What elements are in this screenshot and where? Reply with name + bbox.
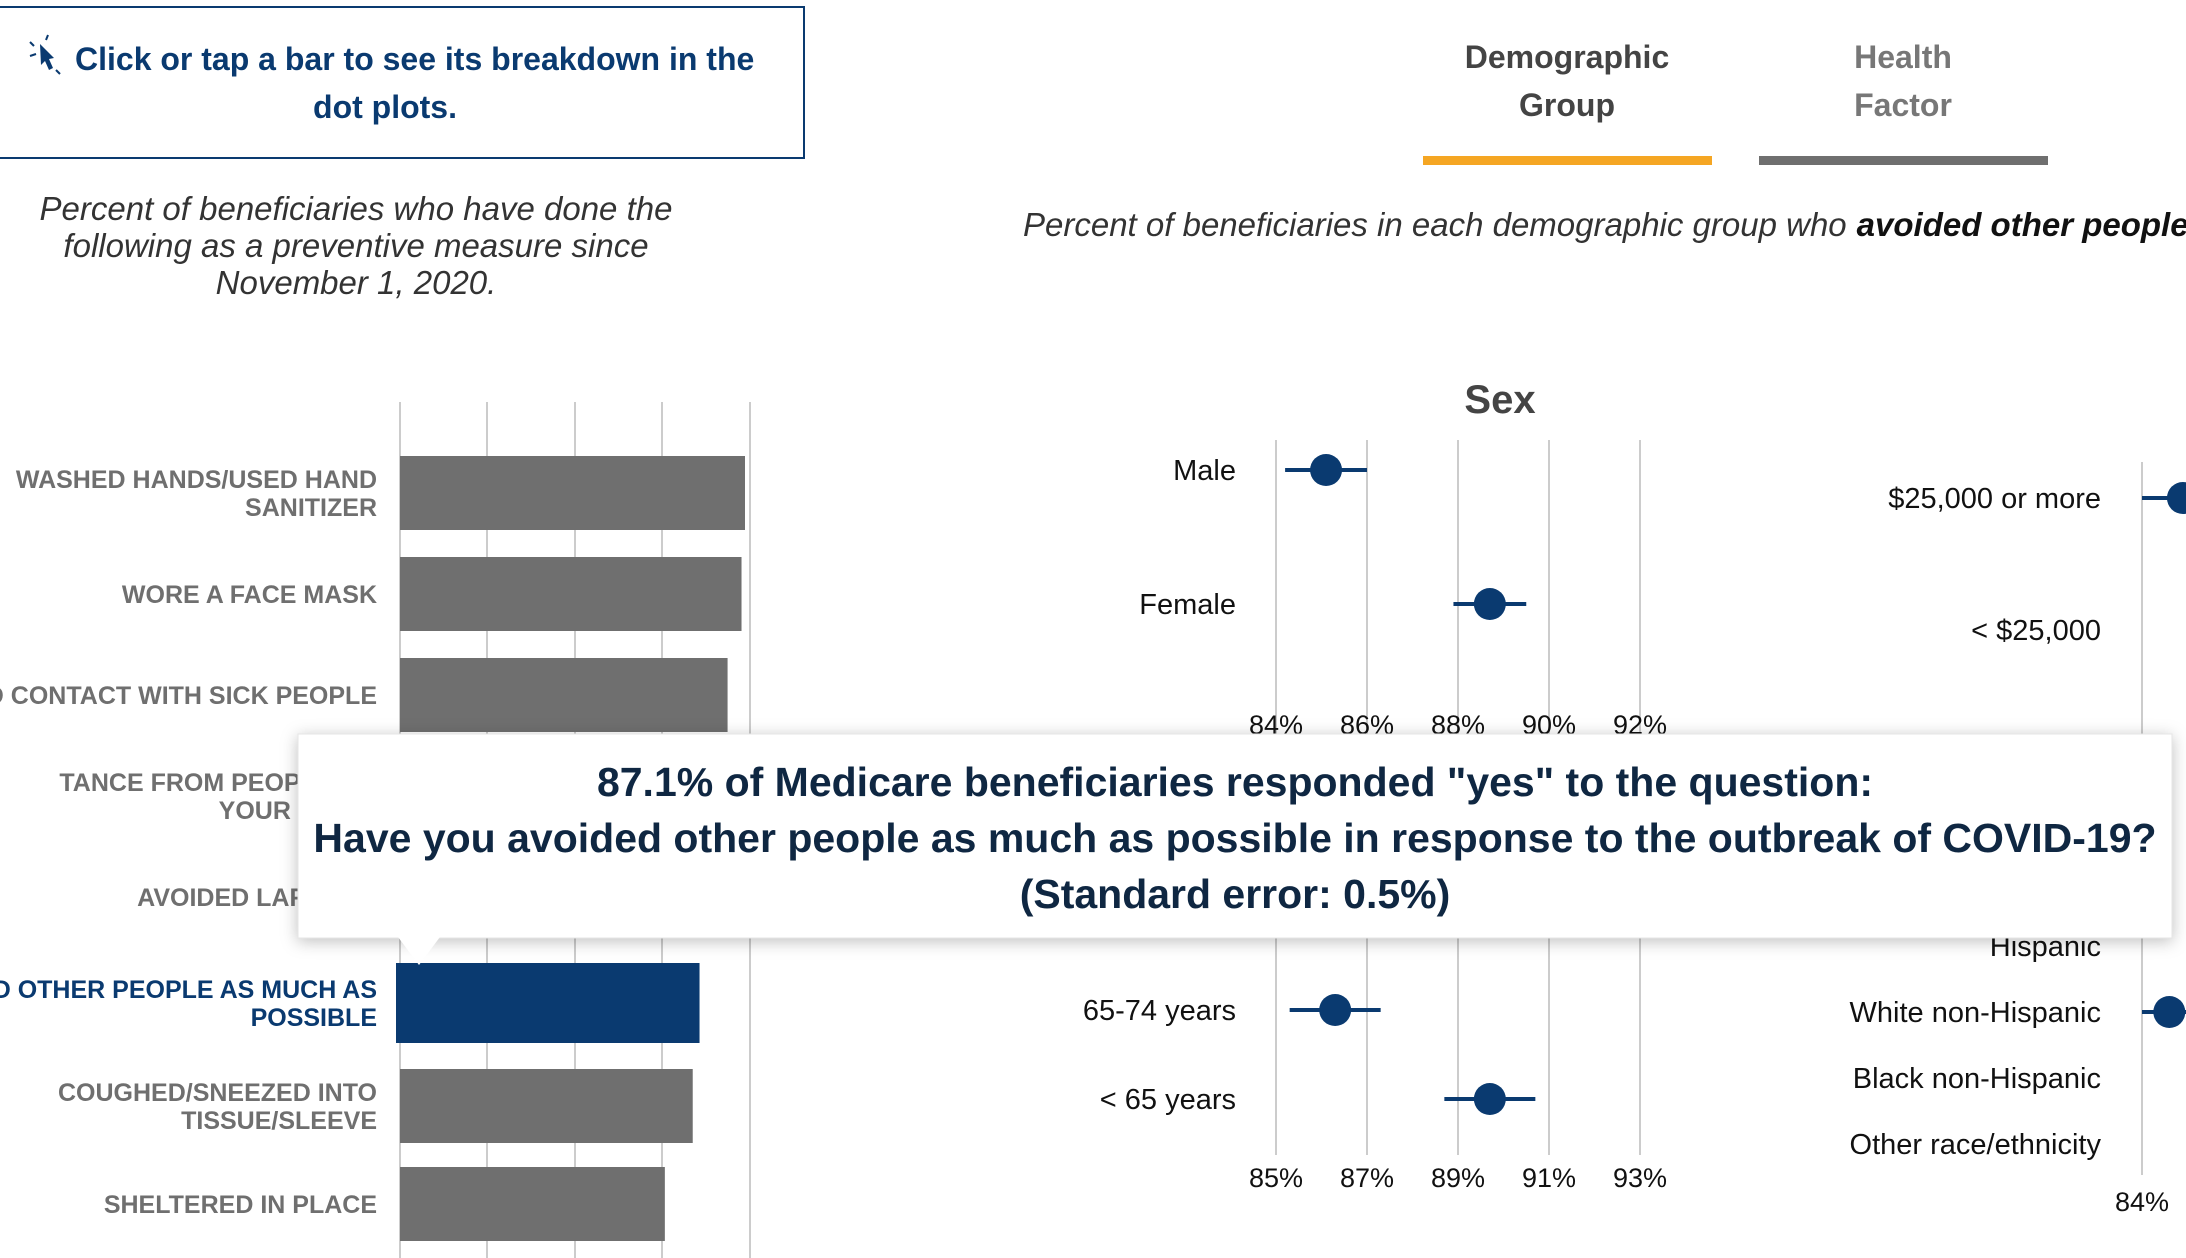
x-tick-label: 87% (1340, 1163, 1394, 1193)
data-point[interactable] (2153, 996, 2186, 1028)
x-tick-label: 89% (1431, 1163, 1485, 1193)
dot-plot-title-sex: Sex (1464, 378, 1535, 422)
right-caption-prefix: Percent of beneficiaries in each demogra… (1023, 206, 1847, 243)
tab-demographic-label-2: Group (1519, 87, 1615, 123)
dot-plot-income: $25,000 or more < $25,000 (1888, 462, 2186, 735)
data-point[interactable] (1473, 1083, 1506, 1115)
dot-category-label: Other race/ethnicity (1850, 1129, 2102, 1161)
tab-demographic-group[interactable]: Demographic Group (1423, 39, 1712, 165)
left-caption-line-2: following as a preventive measure since (63, 227, 648, 264)
bar[interactable] (400, 1167, 665, 1241)
bar-category-label[interactable]: ED OTHER PEOPLE AS MUCH AS (0, 976, 377, 1004)
data-point[interactable] (2166, 482, 2186, 514)
bar[interactable] (400, 557, 742, 631)
bar-category-label[interactable]: TISSUE/SLEEVE (181, 1107, 377, 1135)
tooltip-line-2: Have you avoided other people as much as… (313, 815, 2156, 861)
tab-demographic-label-1: Demographic (1465, 39, 1669, 75)
x-tick-label: 84% (2115, 1187, 2169, 1217)
data-point[interactable] (1310, 454, 1343, 486)
bar-selected[interactable] (396, 963, 700, 1043)
dot-category-label: Female (1139, 589, 1236, 621)
bar-category-label[interactable]: COUGHED/SNEEZED INTO (58, 1079, 377, 1107)
dot-category-label: Black non-Hispanic (1853, 1063, 2101, 1095)
dot-category-label: Male (1173, 455, 1236, 487)
dot-category-label: $25,000 or more (1888, 483, 2101, 515)
left-caption: Percent of beneficiaries who have done t… (40, 190, 673, 301)
bar[interactable] (400, 1069, 693, 1143)
data-point[interactable] (1319, 994, 1352, 1026)
bar-category-label[interactable]: SANITIZER (245, 494, 377, 522)
bar-category-label[interactable]: D CONTACT WITH SICK PEOPLE (0, 682, 377, 710)
hint-line-2: dot plots. (313, 89, 457, 125)
dot-plot-age: 65-74 years < 65 years 85% 87% 89% 91% 93% (1083, 935, 1667, 1193)
bar[interactable] (400, 456, 745, 530)
x-tick-label: 85% (1249, 1163, 1303, 1193)
x-tick-label: 93% (1613, 1163, 1667, 1193)
left-caption-line-1: Percent of beneficiaries who have done t… (40, 190, 673, 227)
tooltip-line-1: 87.1% of Medicare beneficiaries responde… (597, 759, 1873, 805)
tab-demographic-underline (1423, 156, 1712, 165)
tab-health-factor[interactable]: Health Factor (1759, 39, 2048, 165)
tab-health-label-1: Health (1854, 39, 1952, 75)
dot-category-label: < $25,000 (1971, 615, 2101, 647)
bar-category-label[interactable]: SHELTERED IN PLACE (104, 1191, 377, 1219)
tab-health-label-2: Factor (1854, 87, 1952, 123)
dot-category-label: White non-Hispanic (1850, 997, 2101, 1029)
tooltip: 87.1% of Medicare beneficiaries responde… (297, 733, 2173, 965)
tab-health-underline (1759, 156, 2048, 165)
data-point[interactable] (1473, 588, 1506, 620)
bar-category-label[interactable]: WORE A FACE MASK (122, 581, 377, 609)
left-caption-line-3: November 1, 2020. (216, 264, 497, 301)
hint-line-1: Click or tap a bar to see its breakdown … (75, 41, 754, 77)
tooltip-pointer (398, 937, 440, 965)
pointer-click-icon (29, 34, 61, 75)
right-caption: Percent of beneficiaries in each demogra… (1023, 206, 2186, 243)
right-caption-emphasis: avoided other people a (1857, 206, 2186, 243)
bar[interactable] (400, 658, 728, 732)
bar-category-label[interactable]: POSSIBLE (251, 1004, 377, 1032)
bar-category-label[interactable]: WASHED HANDS/USED HAND (16, 466, 377, 494)
dot-category-label: < 65 years (1100, 1084, 1236, 1116)
hint-box: Click or tap a bar to see its breakdown … (0, 6, 805, 159)
x-tick-label: 91% (1522, 1163, 1576, 1193)
tooltip-line-3: (Standard error: 0.5%) (1020, 871, 1451, 917)
dot-category-label: 65-74 years (1083, 995, 1236, 1027)
